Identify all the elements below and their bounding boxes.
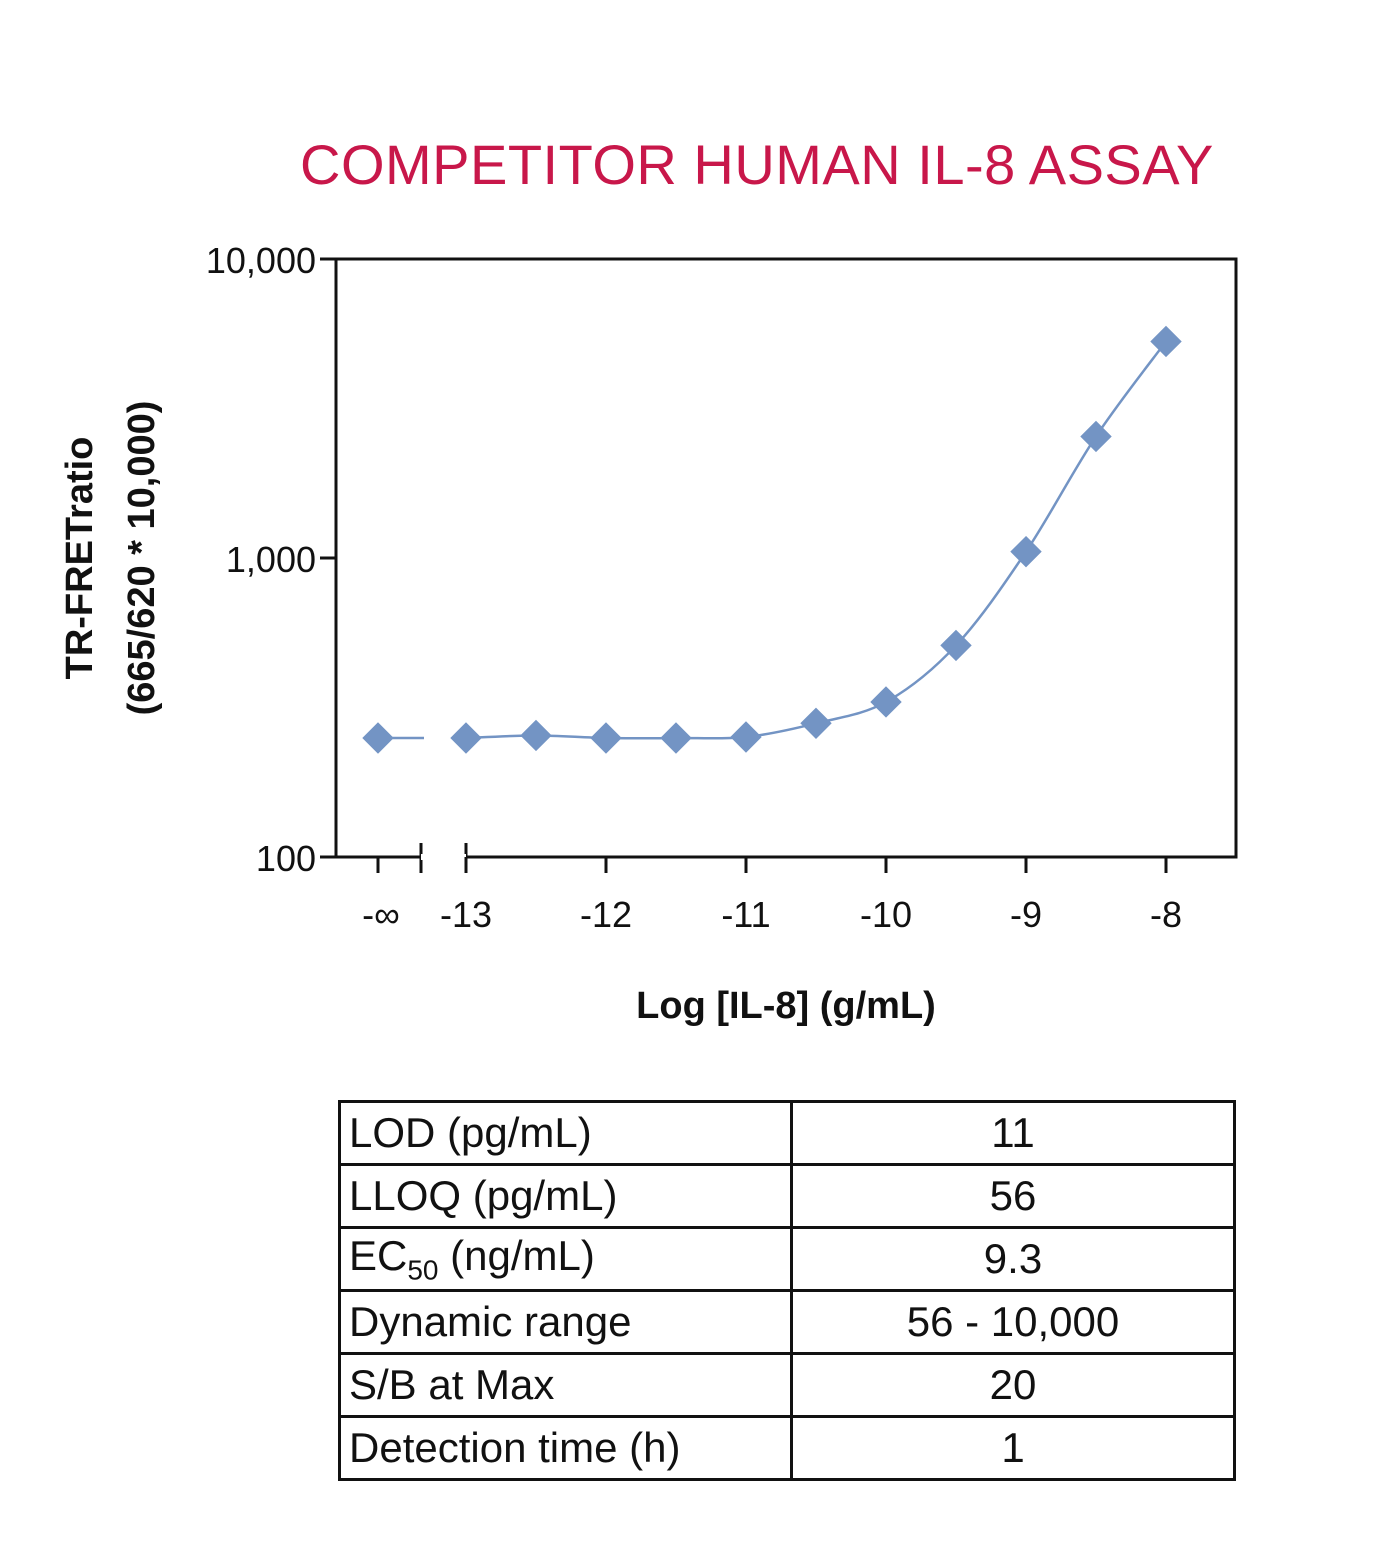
data-point [590,722,622,754]
y-axis: 100 1,000 10,000 [206,240,336,879]
x-tick-label: -12 [580,894,632,935]
x-tick-label: -8 [1150,894,1182,935]
data-point [660,722,692,754]
data-point [450,722,482,754]
y-axis-title-line1: TR-FRETratio [59,437,101,680]
fit-curve-layer [378,340,1168,740]
chart-title: COMPETITOR HUMAN IL-8 ASSAY [300,133,1214,196]
param-detection-time: Detection time (h) [338,1415,793,1481]
data-point [1080,420,1112,453]
plot-frame [334,257,1238,859]
x-tick-label: -9 [1010,894,1042,935]
ec-unit: (ng/mL) [438,1231,595,1279]
param-lod: LOD (pg/mL) [338,1100,793,1166]
value-dynamic-range: 56 - 10,000 [790,1289,1236,1355]
table-row: EC50 (ng/mL) 9.3 [338,1226,1236,1292]
value-lloq: 56 [790,1163,1236,1229]
param-lloq: LLOQ (pg/mL) [338,1163,793,1229]
table-row: S/B at Max 20 [338,1352,1236,1418]
x-tick-label-neg-infinity: -∞ [362,894,400,935]
plot-border [334,257,1238,859]
data-point [870,686,902,718]
data-points-layer [362,325,1182,754]
table-row: LLOQ (pg/mL) 56 [338,1163,1236,1229]
value-sb-max: 20 [790,1352,1236,1418]
data-point [800,707,832,740]
table-row: Detection time (h) 1 [338,1415,1236,1481]
value-ec50: 9.3 [790,1226,1236,1292]
ec-label: EC [349,1231,408,1279]
value-lod: 11 [790,1100,1236,1166]
x-tick-label: -13 [440,894,492,935]
table-row: Dynamic range 56 - 10,000 [338,1289,1236,1355]
param-ec50: EC50 (ng/mL) [338,1226,793,1292]
y-tick-label: 100 [256,838,316,879]
data-point [940,629,972,662]
x-axis: -∞ -13 -12 -11 -10 -9 -8 [362,843,1182,935]
x-tick-label: -10 [860,894,912,935]
y-tick-label: 10,000 [206,240,316,281]
param-sb-max: S/B at Max [338,1352,793,1418]
data-point [1150,325,1182,358]
table-row: LOD (pg/mL) 11 [338,1100,1236,1166]
chart-area: 100 1,000 10,000 -∞ -13 -12 -11 -10 -9 -8 Log [I… [59,240,1238,1027]
fit-curve [465,340,1168,740]
value-detection-time: 1 [790,1415,1236,1481]
x-tick-label: -11 [721,894,770,935]
y-tick-label: 1,000 [226,539,316,580]
param-dynamic-range: Dynamic range [338,1289,793,1355]
x-axis-title: Log [IL-8] (g/mL) [636,985,936,1027]
data-point [520,719,552,752]
data-point-zero [362,722,394,754]
data-point [1010,535,1042,568]
y-axis-title-line2: (665/620 * 10,000) [121,401,163,716]
assay-stats-table: LOD (pg/mL) 11 LLOQ (pg/mL) 56 EC50 (ng/… [338,1100,1236,1481]
data-point [730,721,762,753]
ec-subscript: 50 [407,1254,439,1286]
